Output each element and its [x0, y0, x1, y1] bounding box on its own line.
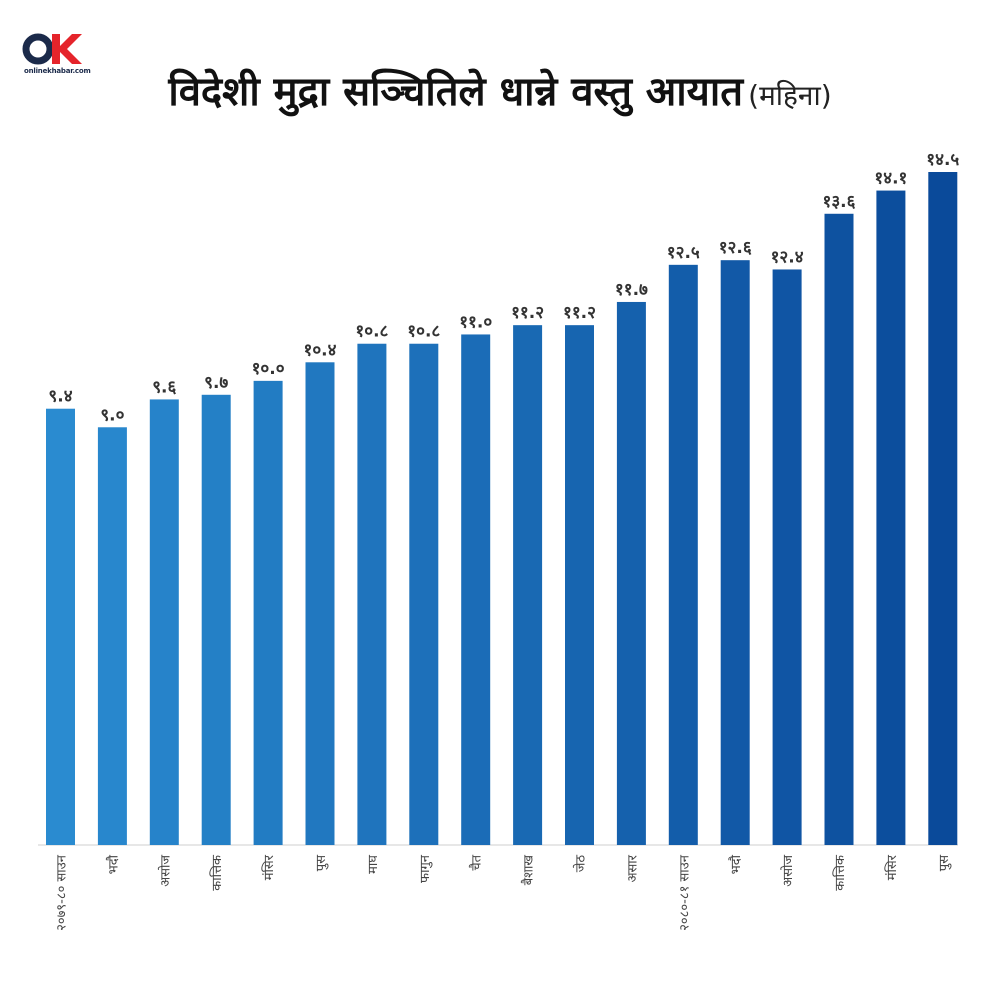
x-tick-label-6: पुस [314, 855, 329, 871]
x-tick-label-15: असोज [780, 855, 796, 887]
value-label-9: ११.० [459, 312, 492, 332]
x-tick-label-17: मंसिर [884, 854, 900, 880]
bar-15 [772, 269, 802, 845]
x-tick-label-12: असार [625, 854, 640, 882]
bar-10 [513, 325, 543, 845]
value-label-18: १४.५ [926, 150, 959, 170]
x-tick-label-2: भदौ [105, 854, 121, 874]
bars-group [46, 172, 958, 846]
value-label-7: १०.८ [355, 322, 388, 342]
onlinekhabar-logo-icon [22, 33, 82, 65]
value-label-13: १२.५ [667, 243, 700, 263]
x-tick-label-5: मंसिर [261, 854, 277, 880]
bar-12 [616, 301, 646, 845]
logo-text: onlinekhabar.com [24, 67, 91, 75]
x-tick-label-8: फागुन [418, 854, 433, 883]
value-label-16: १३.६ [823, 192, 856, 212]
x-tick-label-14: भदौ [728, 854, 744, 874]
x-tick-label-18: पुस [937, 855, 952, 871]
chart-title: विदेशी मुद्रा सञ्चितिले धान्ने वस्तु आया… [0, 62, 1000, 117]
onlinekhabar-logo: onlinekhabar.com [22, 30, 91, 80]
value-label-2: ९.० [100, 405, 124, 425]
x-tick-label-11: जेठ [573, 855, 589, 873]
bar-2 [97, 427, 127, 845]
chart-title-unit: (महिना) [748, 79, 832, 112]
x-tick-label-3: असोज [157, 855, 173, 887]
value-label-3: ९.६ [152, 377, 176, 397]
bar-4 [201, 394, 231, 845]
value-label-12: ११.७ [615, 280, 648, 300]
x-tick-label-7: माघ [366, 855, 381, 874]
bar-5 [253, 380, 283, 845]
bar-11 [565, 325, 594, 845]
x-tick-labels-group: २०७९-८० साउन भदौ असोज कात्तिक मंसिर पुस माघ फाग… [55, 854, 952, 931]
x-tick-label-4: कात्तिक [209, 854, 225, 891]
x-tick-label-10: बैशाख [521, 855, 537, 886]
bar-1 [46, 408, 75, 845]
bar-17 [876, 190, 906, 845]
bar-9 [461, 334, 491, 845]
bar-6 [305, 362, 335, 845]
value-label-8: १०.८ [407, 322, 440, 342]
value-label-4: ९.७ [204, 373, 228, 393]
x-tick-label-16: कात्तिक [832, 854, 848, 891]
value-label-10: ११.२ [511, 303, 544, 323]
bar-3 [149, 399, 179, 845]
bar-14 [720, 260, 750, 845]
value-label-5: १०.० [252, 359, 285, 379]
bar-8 [409, 343, 439, 845]
value-labels-group: ९.४ ९.० ९.६ ९.७ १०.० १०.४ १०.८ १०.८ ११.० ११.२ ११.२… [48, 150, 959, 425]
value-label-11: ११.२ [563, 303, 596, 323]
bar-7 [357, 343, 387, 845]
value-label-17: १४.१ [874, 169, 907, 189]
x-tick-label-13: २०८०-८१ साउन [677, 854, 692, 931]
bar-18 [928, 172, 958, 845]
value-label-1: ९.४ [48, 387, 72, 407]
x-tick-label-1: २०७९-८० साउन [55, 854, 70, 931]
value-label-15: १२.४ [771, 247, 804, 267]
bar-13 [668, 264, 698, 845]
value-label-6: १०.४ [304, 340, 337, 360]
x-tick-label-9: चैत [469, 854, 485, 870]
chart-title-main: विदेशी मुद्रा सञ्चितिले धान्ने वस्तु आया… [168, 69, 744, 115]
bar-16 [824, 213, 854, 846]
value-label-14: १२.६ [719, 238, 752, 258]
